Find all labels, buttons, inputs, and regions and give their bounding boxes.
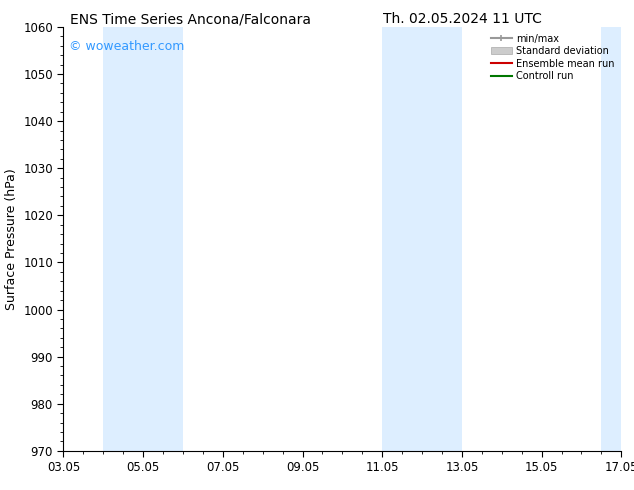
- Bar: [103, 27, 183, 451]
- Text: ENS Time Series Ancona/Falconara: ENS Time Series Ancona/Falconara: [70, 12, 311, 26]
- Legend: min/max, Standard deviation, Ensemble mean run, Controll run: min/max, Standard deviation, Ensemble me…: [487, 30, 618, 85]
- Y-axis label: Surface Pressure (hPa): Surface Pressure (hPa): [4, 168, 18, 310]
- Text: © woweather.com: © woweather.com: [69, 40, 184, 52]
- Bar: [602, 27, 621, 451]
- Bar: [382, 27, 462, 451]
- Text: Th. 02.05.2024 11 UTC: Th. 02.05.2024 11 UTC: [384, 12, 542, 26]
